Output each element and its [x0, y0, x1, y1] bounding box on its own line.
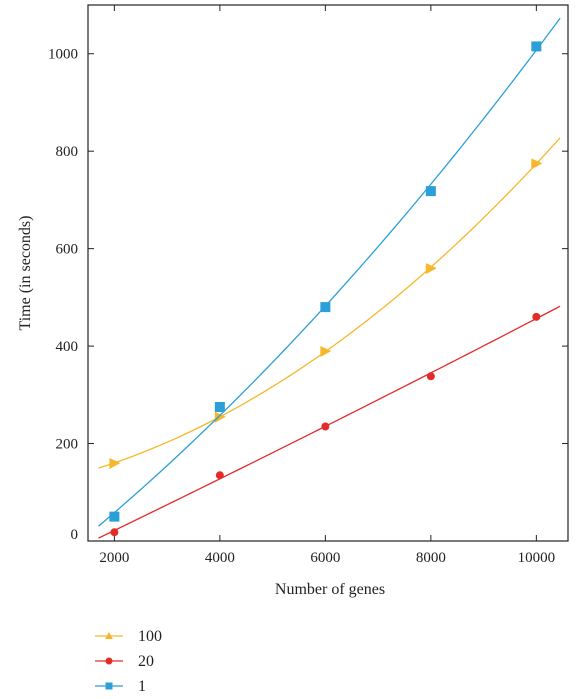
- legend-label: 100: [138, 628, 162, 645]
- data-point-circle: [215, 471, 224, 480]
- legend-marker-circle: [105, 657, 113, 665]
- data-point-square: [109, 511, 120, 522]
- legend-item-100: 100: [95, 628, 162, 645]
- series-line-1: [98, 17, 561, 527]
- x-tick-label: 8000: [416, 550, 446, 566]
- data-point-triangle: [109, 458, 121, 470]
- data-point-circle: [110, 528, 119, 537]
- y-axis-title: Time (in seconds): [17, 216, 34, 331]
- series-1: [98, 17, 561, 527]
- data-point-triangle: [425, 263, 437, 275]
- data-point-square: [214, 402, 225, 412]
- y-tick-label: 1000: [48, 47, 78, 63]
- x-tick-label: 4000: [205, 550, 235, 566]
- legend-marker-square: [105, 682, 113, 690]
- legend: 100 20 1: [95, 628, 162, 695]
- y-tick-label: 400: [56, 339, 79, 355]
- series-layer: [98, 17, 561, 539]
- x-tick-label: 10000: [518, 550, 556, 566]
- y-tick-label: 200: [56, 437, 79, 453]
- data-point-triangle: [320, 345, 332, 357]
- legend-label: 1: [138, 678, 146, 695]
- legend-marker-triangle: [105, 632, 113, 639]
- plot-frame: [87, 4, 569, 542]
- data-point-square: [320, 302, 331, 313]
- x-axis-title: Number of genes: [275, 581, 385, 598]
- legend-label: 20: [138, 653, 154, 670]
- x-tick-label: 6000: [310, 550, 340, 566]
- y-tick-label: 600: [56, 242, 79, 258]
- data-point-circle: [426, 372, 435, 381]
- series-line-20: [98, 305, 561, 539]
- legend-item-20: 20: [95, 653, 154, 670]
- data-point-square: [425, 186, 436, 197]
- data-point-triangle: [531, 158, 543, 170]
- y-tick-label: 800: [56, 144, 79, 160]
- data-point-circle: [321, 422, 330, 431]
- series-line-100: [98, 137, 561, 469]
- axes: 2000 4000 6000 8000 10000 0 200 400 600 800 1000: [48, 5, 568, 566]
- x-tick-label: 2000: [99, 550, 129, 566]
- series-100: [98, 137, 561, 470]
- data-point-circle: [532, 312, 541, 321]
- data-point-triangle: [214, 411, 226, 423]
- y-tick-label: 0: [71, 527, 79, 543]
- legend-item-1: 1: [95, 678, 146, 695]
- data-point-square: [531, 41, 542, 52]
- series-20: [98, 305, 561, 539]
